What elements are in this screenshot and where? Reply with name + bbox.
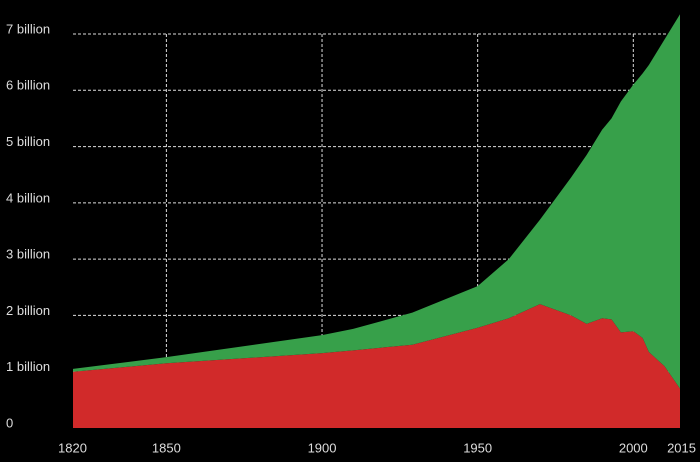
- x-tick-label: 1950: [463, 440, 492, 455]
- y-tick-label: 1 billion: [6, 359, 50, 374]
- y-tick-label: 0: [6, 415, 13, 430]
- x-tick-label: 1850: [152, 440, 181, 455]
- y-tick-label: 7 billion: [6, 21, 50, 36]
- area: [73, 14, 680, 389]
- x-tick-label: 2000: [619, 440, 648, 455]
- y-tick-label: 5 billion: [6, 134, 50, 149]
- x-tick-label: 2015: [667, 440, 696, 455]
- y-tick-label: 3 billion: [6, 247, 50, 262]
- x-tick-label: 1820: [58, 440, 87, 455]
- y-tick-label: 4 billion: [6, 190, 50, 205]
- y-tick-label: 6 billion: [6, 78, 50, 93]
- x-tick-label: 1900: [308, 440, 337, 455]
- y-tick-label: 2 billion: [6, 303, 50, 318]
- area: [73, 304, 680, 428]
